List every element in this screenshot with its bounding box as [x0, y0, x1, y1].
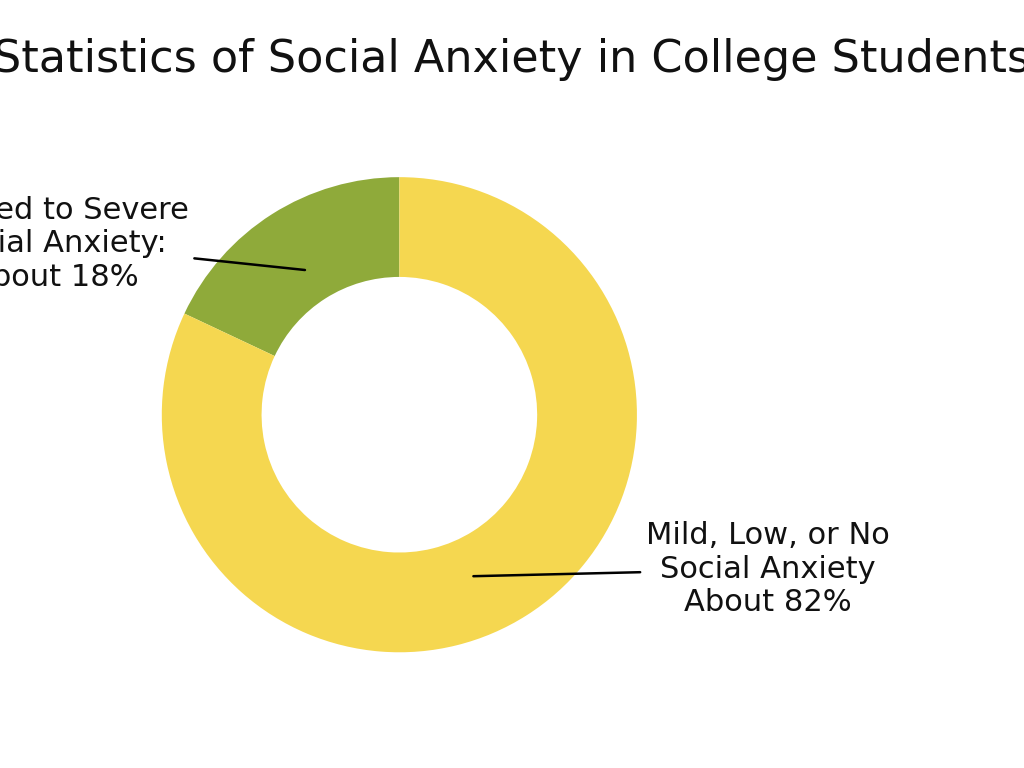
Wedge shape: [162, 177, 637, 652]
Text: Mild, Low, or No
Social Anxiety
About 82%: Mild, Low, or No Social Anxiety About 82…: [473, 521, 890, 617]
Text: Marked to Severe
Social Anxiety:
About 18%: Marked to Severe Social Anxiety: About 1…: [0, 196, 305, 292]
Wedge shape: [184, 177, 399, 356]
Text: Statistics of Social Anxiety in College Students: Statistics of Social Anxiety in College …: [0, 38, 1024, 81]
